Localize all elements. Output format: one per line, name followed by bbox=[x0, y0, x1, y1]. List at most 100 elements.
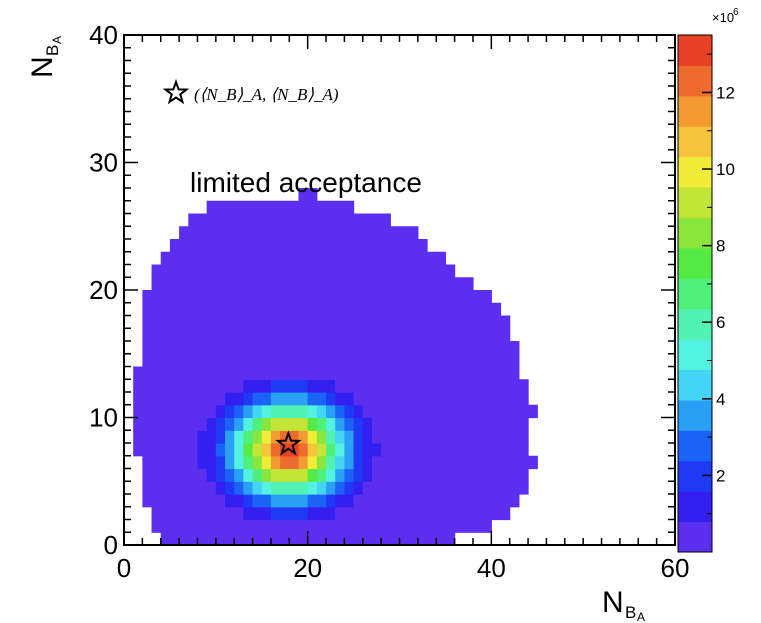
heatmap-bin bbox=[463, 443, 474, 457]
heatmap-bin bbox=[362, 277, 373, 291]
heatmap-bin bbox=[243, 264, 254, 278]
heatmap-bin bbox=[381, 468, 391, 482]
heatmap-bin bbox=[169, 277, 180, 291]
heatmap-bin bbox=[408, 264, 419, 278]
heatmap-bin bbox=[417, 264, 428, 278]
heatmap-bin bbox=[179, 328, 189, 342]
heatmap-bin bbox=[188, 506, 199, 521]
heatmap-bin bbox=[179, 379, 189, 393]
heatmap-bin bbox=[160, 341, 171, 355]
heatmap-bin bbox=[215, 481, 226, 495]
heatmap-bin bbox=[390, 417, 401, 431]
heatmap-bin bbox=[427, 468, 437, 482]
heatmap-bin bbox=[298, 404, 309, 419]
heatmap-bin bbox=[371, 264, 382, 278]
heatmap-bin bbox=[169, 392, 180, 406]
heatmap-bin bbox=[142, 430, 153, 444]
heatmap-bin bbox=[335, 315, 345, 329]
heatmap-bin bbox=[160, 290, 171, 304]
heatmap-bin bbox=[335, 366, 345, 380]
heatmap-bin bbox=[243, 251, 254, 266]
heatmap-bin bbox=[243, 239, 254, 253]
heatmap-bin bbox=[362, 226, 373, 240]
heatmap-bin bbox=[261, 417, 272, 431]
heatmap-bin bbox=[160, 430, 171, 444]
heatmap-bin bbox=[280, 226, 290, 240]
heatmap-bin bbox=[362, 494, 373, 508]
heatmap-bin bbox=[482, 302, 492, 317]
heatmap-bin bbox=[463, 392, 474, 406]
heatmap-bin bbox=[518, 392, 529, 406]
heatmap-bin bbox=[270, 290, 281, 304]
heatmap-bin bbox=[206, 455, 217, 470]
heatmap-bin bbox=[142, 290, 153, 304]
heatmap-bin bbox=[252, 455, 263, 470]
heatmap-bin bbox=[280, 239, 290, 253]
heatmap-bin bbox=[463, 328, 474, 342]
heatmap-bin bbox=[151, 430, 162, 444]
heatmap-bin bbox=[371, 430, 382, 444]
heatmap-bin bbox=[243, 315, 254, 329]
heatmap-bin bbox=[252, 443, 263, 457]
heatmap-bin bbox=[225, 532, 235, 546]
heatmap-bin bbox=[179, 519, 189, 533]
heatmap-bin bbox=[234, 481, 244, 495]
heatmap-bin bbox=[371, 328, 382, 342]
heatmap-bin bbox=[197, 506, 208, 521]
heatmap-bin bbox=[188, 468, 199, 482]
heatmap-bin bbox=[316, 506, 327, 521]
heatmap-bin bbox=[197, 341, 208, 355]
heatmap-bin bbox=[179, 264, 189, 278]
heatmap-bin bbox=[482, 417, 492, 431]
heatmap-bin bbox=[160, 506, 171, 521]
heatmap-bin bbox=[436, 455, 447, 470]
heatmap-bin bbox=[436, 366, 447, 380]
heatmap-bin bbox=[344, 392, 355, 406]
x-tick-label: 60 bbox=[661, 553, 690, 583]
heatmap-bin bbox=[518, 481, 529, 495]
heatmap-bin bbox=[261, 481, 272, 495]
heatmap-bin bbox=[225, 302, 235, 317]
colorbar-segment bbox=[678, 399, 712, 431]
heatmap-bin bbox=[399, 519, 410, 533]
heatmap-bin bbox=[427, 290, 437, 304]
heatmap-bin bbox=[179, 277, 189, 291]
heatmap-bin bbox=[371, 341, 382, 355]
heatmap-bin bbox=[335, 251, 345, 266]
heatmap-bin bbox=[270, 468, 281, 482]
heatmap-bin bbox=[518, 455, 529, 470]
heatmap-bin bbox=[445, 430, 456, 444]
heatmap-bin bbox=[427, 417, 437, 431]
heatmap-bin bbox=[270, 430, 281, 444]
heatmap-bin bbox=[335, 481, 345, 495]
heatmap-bin bbox=[335, 455, 345, 470]
heatmap-bin bbox=[234, 277, 244, 291]
heatmap-bin bbox=[215, 328, 226, 342]
heatmap-bin bbox=[417, 341, 428, 355]
heatmap-bin bbox=[160, 532, 171, 546]
heatmap-bin bbox=[436, 251, 447, 266]
heatmap-bin bbox=[472, 315, 483, 329]
heatmap-bin bbox=[353, 506, 364, 521]
heatmap-bin bbox=[518, 417, 529, 431]
heatmap-bin bbox=[371, 226, 382, 240]
heatmap-bin bbox=[243, 519, 254, 533]
heatmap-bin bbox=[234, 200, 244, 215]
heatmap-bin bbox=[399, 366, 410, 380]
heatmap-bin bbox=[381, 379, 391, 393]
heatmap-bin bbox=[436, 328, 447, 342]
heatmap-bin bbox=[408, 251, 419, 266]
heatmap-bin bbox=[133, 392, 143, 406]
heatmap-bin bbox=[316, 519, 327, 533]
colorbar-tick-label: 6 bbox=[716, 313, 725, 332]
heatmap-bin bbox=[234, 417, 244, 431]
heatmap-bin bbox=[261, 430, 272, 444]
heatmap-bin bbox=[436, 481, 447, 495]
heatmap-bin bbox=[298, 341, 309, 355]
heatmap-bin bbox=[463, 430, 474, 444]
heatmap-bin bbox=[151, 481, 162, 495]
heatmap-bin bbox=[243, 366, 254, 380]
heatmap-bin bbox=[261, 341, 272, 355]
heatmap-bin bbox=[215, 417, 226, 431]
heatmap-bin bbox=[179, 251, 189, 266]
